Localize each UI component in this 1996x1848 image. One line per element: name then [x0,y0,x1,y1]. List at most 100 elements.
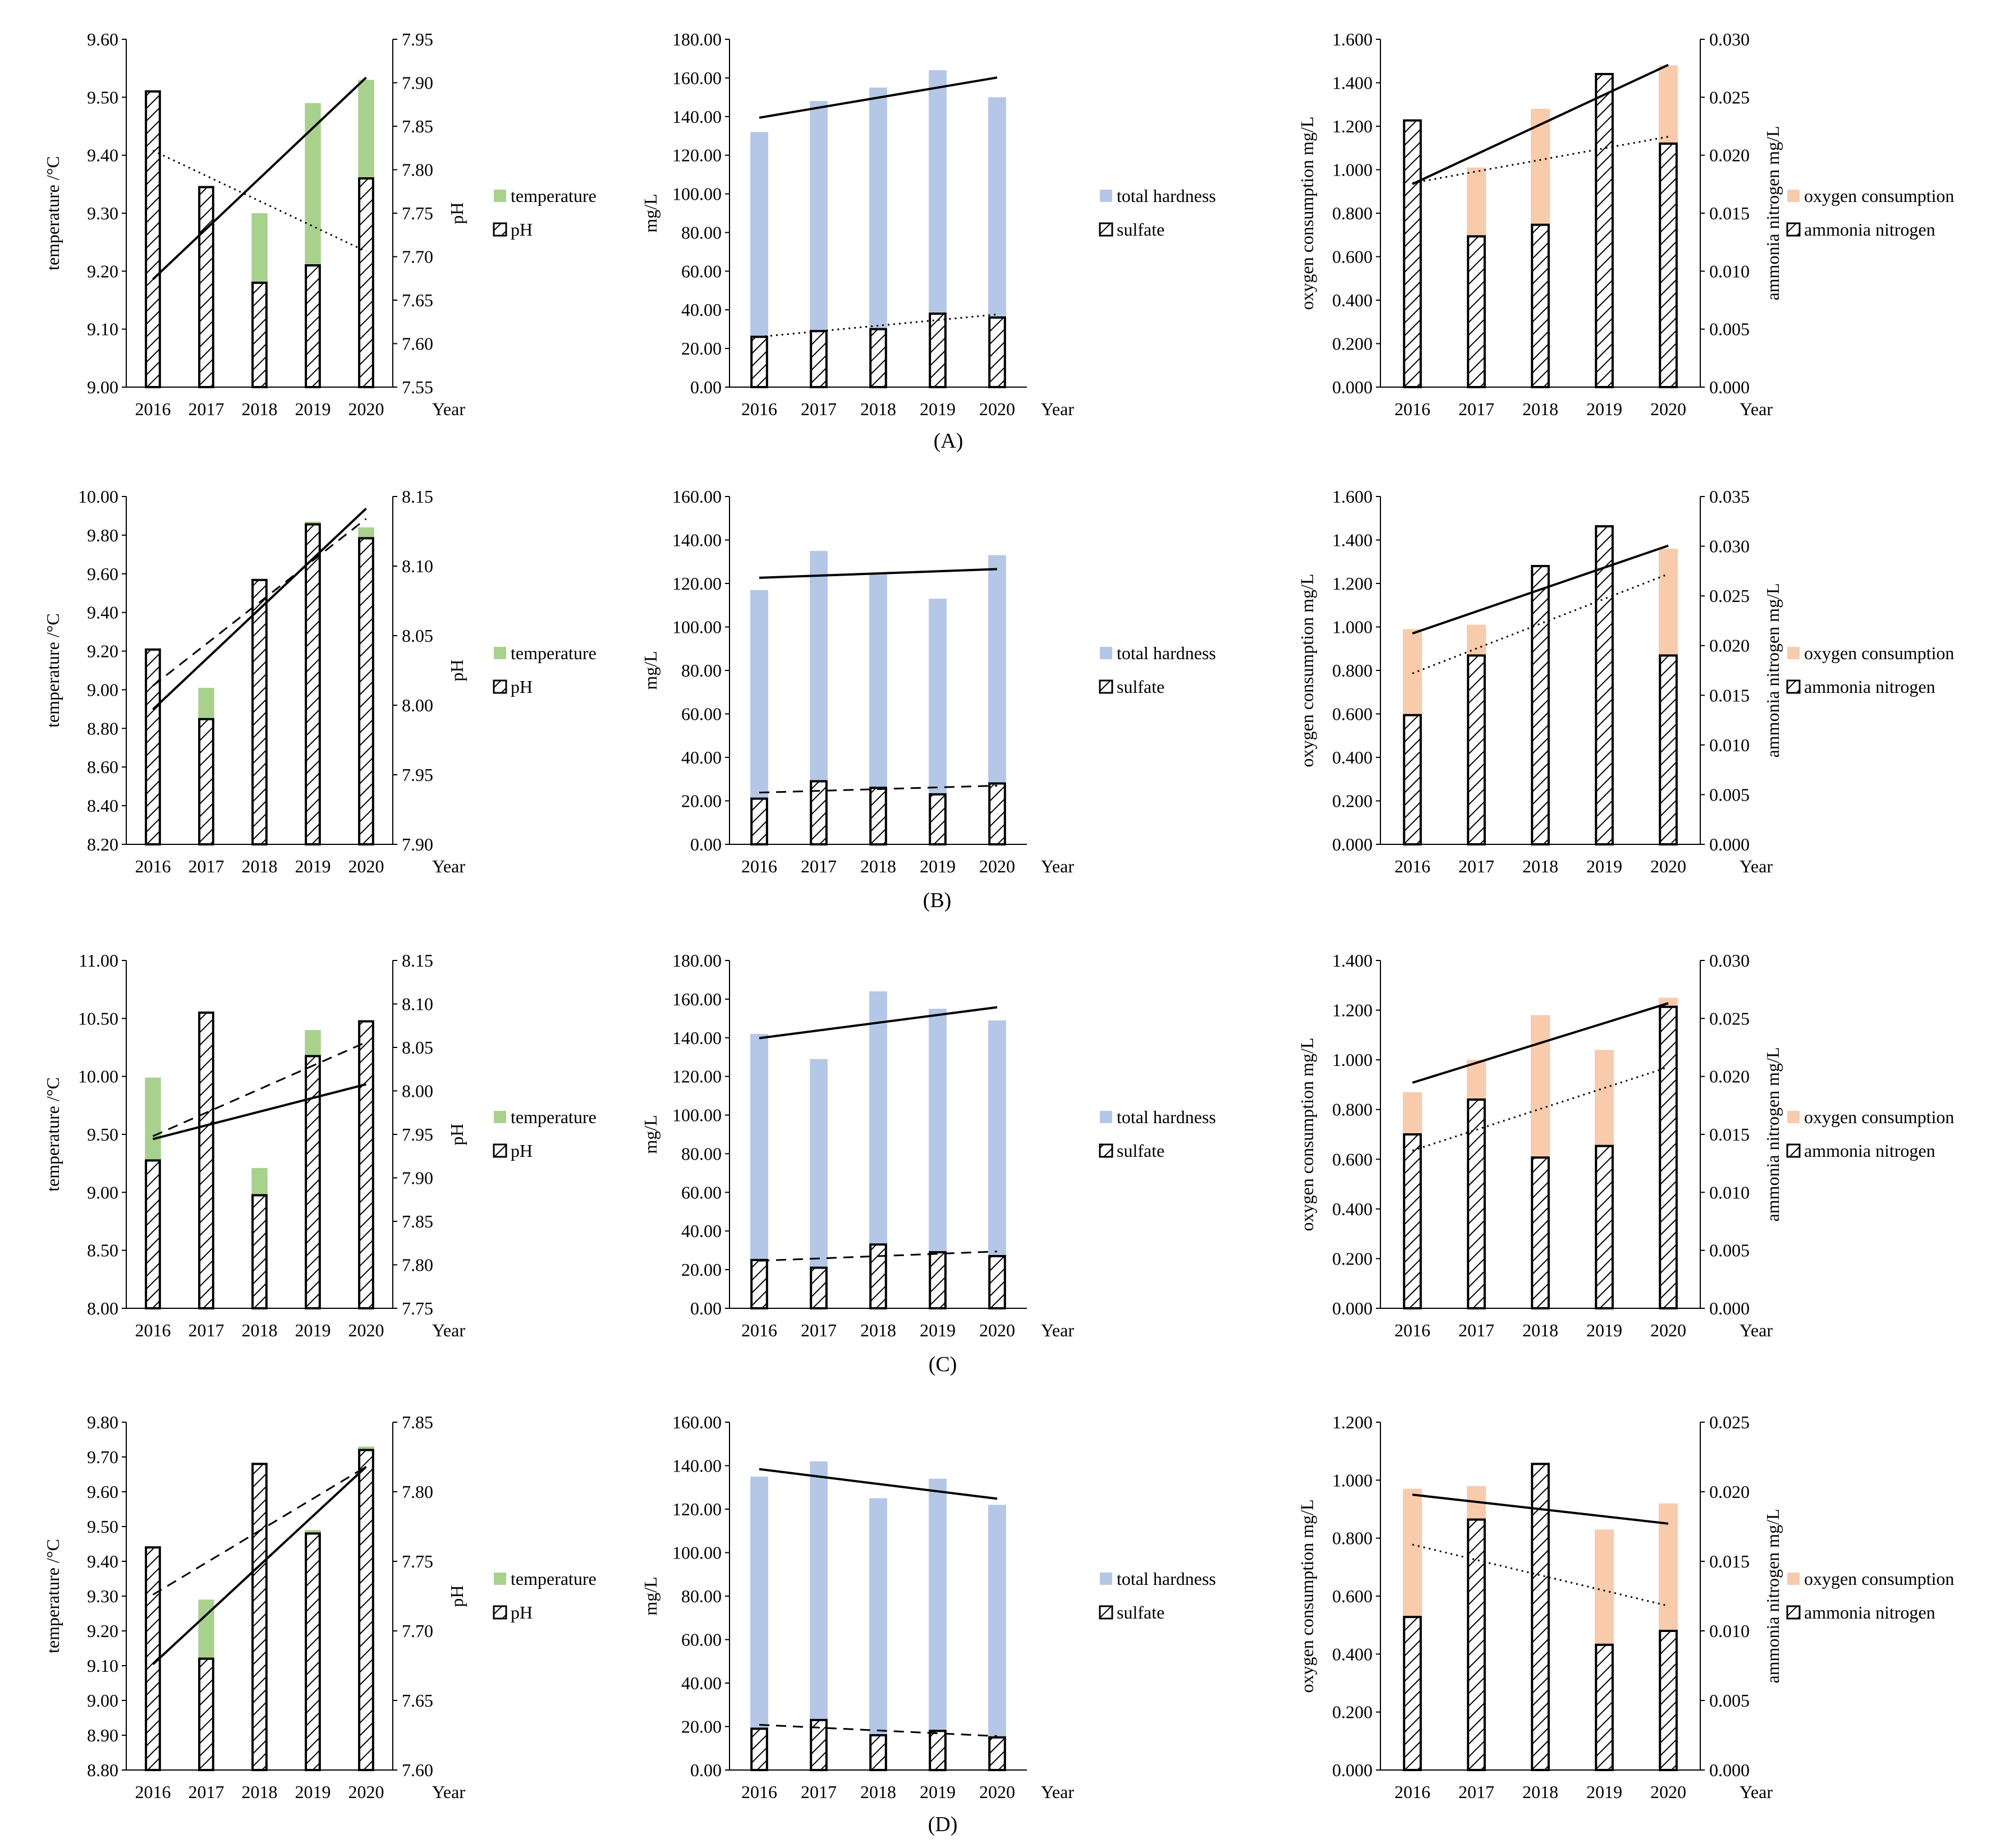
right-tick-label: 0.025 [1709,586,1750,606]
right-tick-label: 7.95 [402,765,433,785]
category-label: 2020 [979,856,1015,876]
legend-swatch-pH [493,679,507,694]
legend-label: pH [511,677,533,697]
right-tick-label: 7.90 [402,73,433,93]
category-label: 2018 [860,399,896,419]
chart-3-1: 8.00 8.50 9.00 9.50 10.00 10.50 11.00 7.75 7.80 7… [43,950,596,1340]
left-tick-label: 0.800 [1332,660,1373,681]
right-tick-label: 0.025 [1709,1412,1750,1432]
bar-pH-2018 [251,1463,268,1771]
left-tick-label: 140.00 [672,1456,722,1476]
right-tick-label: 0.000 [1709,1760,1750,1780]
bar-sulfate-2019 [929,793,947,846]
category-label: 2016 [135,1320,171,1340]
left-tick-label: 0.400 [1332,747,1373,767]
legend-label: pH [511,1602,533,1622]
left-tick-label: 0.000 [1332,1760,1373,1780]
bar-ammonia-nitrogen-2019 [1595,1643,1614,1772]
left-tick-label: 9.80 [87,525,118,545]
right-tick-label: 8.10 [402,556,433,576]
bar-pH-2020 [358,537,374,845]
left-axis-title: temperature /°C [43,156,63,270]
left-tick-label: 8.60 [87,757,118,777]
bar-total-hardness-2020 [988,1505,1006,1771]
trendline-oxygen-consumption [1412,544,1669,635]
right-tick-label: 0.020 [1709,1066,1750,1087]
legend-label: oxygen consumption [1804,1107,1954,1127]
legend-label: sulfate [1117,1141,1164,1161]
legend-label: total hardness [1117,1107,1216,1127]
bar-sulfate-2020 [988,316,1006,388]
trendline-total-hardness [759,76,998,119]
right-tick-label: 0.005 [1709,319,1750,339]
bar-total-hardness-2018 [869,1498,887,1770]
left-tick-label: 1.000 [1332,1470,1373,1490]
left-tick-label: 140.00 [672,107,722,127]
right-tick-label: 0.025 [1709,87,1750,107]
left-tick-label: 8.50 [87,1240,118,1261]
right-axis-title: pH [447,202,467,224]
right-tick-label: 7.60 [402,1760,433,1780]
left-tick-label: 0.600 [1332,247,1373,267]
category-label: 2019 [920,856,956,876]
category-label: 2016 [135,1782,171,1802]
category-label: 2016 [1394,856,1430,876]
bar-ammonia-nitrogen-2020 [1659,1005,1678,1309]
left-tick-label: 9.40 [87,603,118,623]
right-tick-label: 7.95 [402,1124,433,1144]
legend-swatch-oxygen-consumption [1787,647,1800,659]
category-label: 2017 [801,1320,837,1340]
x-axis-title: Year [1041,1782,1074,1802]
right-tick-label: 7.80 [402,160,433,180]
trendline-oxygen-consumption [1412,1493,1669,1525]
category-label: 2018 [242,1320,278,1340]
right-tick-label: 8.05 [402,626,433,646]
legend-label: oxygen consumption [1804,643,1954,663]
bar-ammonia-nitrogen-2018 [1531,565,1550,845]
category-label: 2020 [1650,399,1686,419]
chart-4-1: 8.80 8.90 9.00 9.10 9.20 9.30 9.40 9.50 9.60 9.70… [43,1412,596,1802]
category-label: 2020 [1650,1782,1686,1802]
category-label: 2020 [348,856,384,876]
right-tick-label: 8.00 [402,1081,433,1101]
x-axis-title: Year [1740,1782,1773,1802]
chart-2-2: 0.00 20.00 40.00 60.00 80.00 100.00 120.00 140.… [640,486,1216,876]
left-tick-label: 9.50 [87,1516,118,1537]
trendline-pH [152,150,367,252]
left-tick-label: 1.000 [1332,617,1373,637]
left-tick-label: 20.00 [681,338,722,358]
bar-sulfate-2019 [929,1730,947,1772]
right-tick-label: 7.90 [402,834,433,854]
bar-pH-2017 [198,1657,214,1772]
trendline-pH [152,1041,367,1137]
left-tick-label: 160.00 [672,68,722,88]
left-tick-label: 0.200 [1332,1702,1373,1722]
right-tick-label: 7.60 [402,334,433,354]
category-label: 2020 [348,1782,384,1802]
x-axis-title: Year [1740,399,1773,419]
left-tick-label: 9.60 [87,564,118,584]
left-tick-label: 40.00 [681,1221,722,1241]
trendline-temperature [152,507,367,711]
left-tick-label: 0.00 [690,377,722,397]
trendline-sulfate [759,784,998,794]
category-label: 2020 [1650,1320,1686,1340]
category-label: 2016 [741,856,777,876]
right-tick-label: 0.025 [1709,1008,1750,1028]
left-tick-label: 180.00 [672,950,722,971]
left-tick-label: 0.800 [1332,1100,1373,1120]
right-tick-label: 0.005 [1709,784,1750,805]
trendline-temperature [153,1083,366,1141]
left-tick-label: 0.400 [1332,1644,1373,1664]
left-tick-label: 8.40 [87,796,118,816]
right-tick-label: 0.015 [1709,203,1750,223]
left-tick-label: 60.00 [681,261,722,281]
bar-total-hardness-2017 [810,1461,828,1771]
left-axis-title: mg/L [640,651,660,689]
left-tick-label: 1.400 [1332,950,1373,971]
panel-label-d: (D) [928,1813,958,1836]
chart-4-3: 0.000 0.200 0.400 0.600 0.800 1.000 1.200 0.000… [1297,1412,1954,1802]
category-label: 2016 [741,399,777,419]
right-tick-label: 0.035 [1709,486,1750,507]
trendline-total-hardness [759,1468,998,1500]
